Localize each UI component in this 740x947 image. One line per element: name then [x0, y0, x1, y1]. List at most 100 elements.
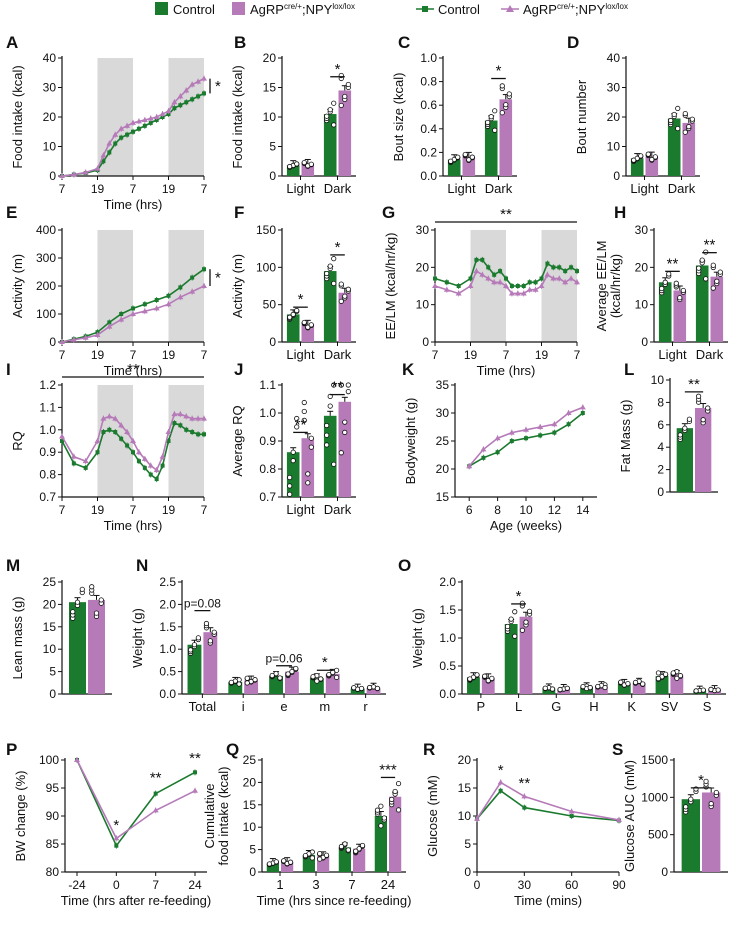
panel-O: O 0.0 0.5 1.0 1.5 2.0 Weight (g) P L G H K SV S * [398, 556, 726, 714]
y-tick-label-J-4: 1.1 [259, 378, 276, 392]
point-G-1-7 [491, 279, 498, 285]
dot-O-1-5-5 [677, 673, 684, 679]
dot-Q-1-0-5 [287, 859, 294, 865]
bar-M-0-0 [69, 602, 86, 694]
dot-F-0-1-4 [327, 263, 333, 269]
dot-Q-0-2-6 [338, 843, 345, 850]
dot-N-0-2-5 [277, 675, 283, 681]
point-I-1-6 [112, 415, 119, 421]
bar-D-1-1 [682, 122, 696, 176]
dot-S-0-0-6 [683, 804, 689, 810]
legend-label-2: Control [438, 2, 480, 17]
y-tick-label-B-0: 0 [269, 169, 276, 183]
legend-text2-1: ;NPY [302, 2, 333, 17]
point-G-1-18 [556, 275, 563, 281]
y-tick-label-K-3: 30 [436, 406, 450, 420]
dot-O-0-1-4 [508, 616, 514, 622]
sig-label-N-1: p=0.06 [265, 652, 302, 666]
bar-N-0-0 [187, 644, 202, 694]
dot-F-0-1-5 [331, 280, 337, 287]
dot-S-1-0-4 [708, 801, 714, 807]
panel-N: N 0.0 0.5 1.0 1.5 2.0 2.5 Weight (g) Total i e m r p=… [130, 556, 386, 714]
dot-D-0-0-6 [631, 157, 637, 163]
sig-label-S-0: * [698, 772, 704, 789]
dot-N-1-0-5 [211, 629, 217, 635]
point-G-1-9 [503, 283, 509, 288]
bar-H-0-1 [695, 265, 709, 342]
bar-C-1-0 [462, 157, 476, 176]
x-label-P: Time (hrs after re-feeding) [61, 893, 212, 908]
point-E-0-10 [178, 285, 183, 290]
x-tick-label-H-0: Light [658, 347, 687, 362]
point-G-1-20 [568, 275, 575, 281]
point-G-1-2 [455, 290, 462, 296]
panel-label-P: P [6, 740, 17, 759]
legend-text-2: Control [438, 2, 480, 17]
bar-B-0-1 [323, 114, 337, 176]
x-tick-label-I-1: 19 [91, 503, 105, 517]
bar-Q-0-2 [338, 847, 351, 872]
x-tick-label-G-1: 19 [464, 348, 478, 362]
point-E-0-12 [202, 267, 206, 272]
bar-F-1-0 [301, 324, 315, 342]
y-tick-label-M-2: 10 [43, 642, 57, 656]
panel-F: F 0 50 100 150 Activity (m) Light Dark * * [230, 203, 356, 362]
legend-text-3: AgRP [523, 2, 557, 17]
sig-label-F-1: * [335, 239, 341, 256]
point-G-0-1 [444, 280, 449, 285]
dot-N-0-2-6 [269, 672, 275, 679]
point-K-0-4 [524, 436, 528, 441]
point-A-0-5 [107, 150, 112, 155]
x-tick-label-I-2: 7 [130, 503, 137, 517]
x-tick-label-F-0: Light [286, 347, 315, 362]
y-tick-label-R-4: 20 [458, 753, 472, 767]
point-I-1-17 [177, 411, 184, 417]
y-tick-label-N-5: 2.5 [159, 575, 176, 589]
dot-N-0-3-4 [314, 678, 320, 684]
x-tick-label-P-0: -24 [68, 878, 86, 892]
y-label2-Q: food intake (kcal) [216, 767, 231, 866]
y-tick-label-O-4: 2.0 [439, 575, 456, 589]
dot-N-1-2-6 [285, 671, 291, 677]
dot-H-0-0-6 [659, 285, 665, 292]
point-A-0-16 [172, 106, 177, 111]
panel-label-Q: Q [226, 740, 239, 759]
sig-label-J-0: ** [295, 416, 307, 433]
x-label-G: Time (hrs) [477, 363, 536, 378]
x-tick-label-Q-0: 1 [276, 877, 283, 892]
y-tick-label-A-3: 30 [43, 81, 57, 95]
legend-label-1: AgRPcre/+;NPYlox/lox [250, 2, 355, 17]
dot-F-1-1-6 [338, 298, 344, 304]
point-I-0-16 [172, 421, 177, 426]
dot-O-0-4-5 [625, 680, 631, 687]
dot-O-0-1-6 [504, 623, 511, 630]
y-label-S: Glucose AUC (mM) [622, 760, 637, 872]
point-A-0-9 [131, 129, 135, 134]
y-tick-label-Q-4: 20 [243, 775, 257, 789]
y-label-N: Weight (g) [130, 608, 145, 668]
dark-phase-E-0 [97, 230, 133, 342]
point-E-1-7 [141, 308, 148, 314]
panel-label-D: D [567, 33, 579, 52]
y-tick-label-I-3: 1.0 [39, 423, 56, 437]
point-E-0-8 [154, 298, 159, 302]
y-label2-H: (kcal/hr/kg) [608, 254, 623, 318]
point-P-1-2 [152, 807, 159, 813]
sig-label-C-0: * [496, 63, 502, 80]
sig-label-F-0: * [298, 291, 304, 308]
point-A-0-10 [136, 126, 141, 131]
x-tick-label-E-2: 7 [130, 348, 137, 362]
dot-C-1-0-6 [462, 151, 468, 158]
x-tick-label-D-1: Dark [668, 181, 696, 196]
sig-label-R-0: * [498, 762, 504, 779]
point-E-1-5 [118, 316, 125, 322]
dot-H-1-0-6 [673, 280, 679, 286]
point-G-0-18 [557, 265, 562, 270]
point-I-0-4 [101, 430, 106, 435]
dot-N-1-0-4 [207, 638, 213, 644]
dot-C-1-1-5 [506, 91, 512, 97]
y-tick-label-H-2: 20 [635, 260, 649, 274]
panel-label-I: I [6, 360, 11, 379]
point-G-1-5 [479, 271, 486, 277]
